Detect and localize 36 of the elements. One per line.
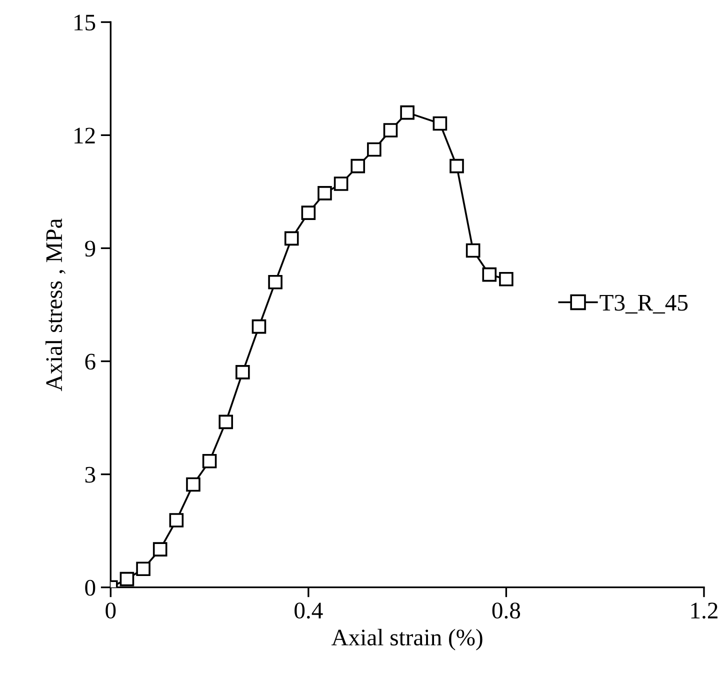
y-tick-label: 9 (85, 240, 96, 257)
y-axis-title: Axial stress , MPa (45, 218, 66, 392)
x-tick-label: 0.8 (492, 602, 520, 619)
point (334, 176, 348, 191)
point (482, 267, 497, 282)
y-tick-label: 12 (74, 128, 95, 144)
point (236, 365, 250, 380)
point (152, 542, 168, 556)
point (169, 513, 184, 528)
x-tick-label: 0.4 (294, 602, 323, 619)
point (268, 274, 282, 290)
point (136, 562, 150, 576)
point (450, 158, 464, 174)
point (301, 206, 316, 220)
point (318, 186, 332, 200)
point (350, 158, 366, 174)
legend-label: T3_R_45 (600, 294, 688, 314)
point (499, 272, 514, 286)
y-tick-label: 0 (85, 580, 96, 596)
point (466, 243, 480, 258)
point (284, 231, 299, 246)
x-tick-label: 1.2 (691, 602, 718, 619)
y-tick-label: 15 (74, 14, 96, 31)
point (400, 105, 414, 120)
y-tick-label: 6 (85, 354, 96, 370)
point (367, 142, 382, 157)
point (202, 454, 217, 468)
x-axis-title: Axial strain (%) (331, 628, 482, 650)
y-tick-label: 3 (85, 466, 96, 483)
point (383, 123, 398, 138)
x-tick-label: 0 (106, 602, 116, 619)
point (218, 414, 234, 430)
point (186, 477, 200, 492)
point (432, 116, 448, 131)
point (120, 572, 134, 586)
point (252, 319, 266, 334)
